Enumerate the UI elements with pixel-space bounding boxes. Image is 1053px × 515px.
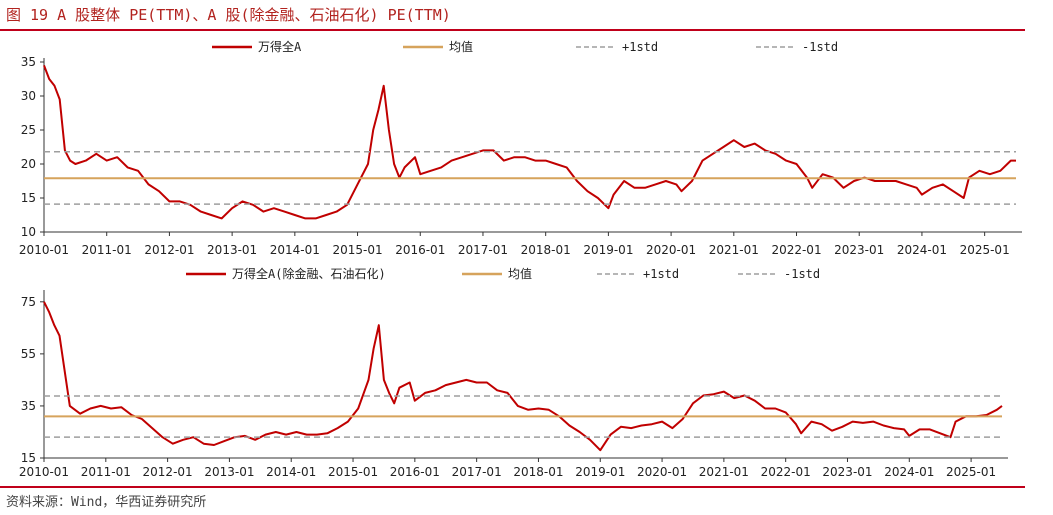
y-tick-label: 15	[21, 191, 36, 205]
y-tick-label: 35	[21, 55, 36, 69]
x-tick-label: 2019-01	[583, 243, 633, 257]
legend-item: -1std	[756, 40, 838, 54]
chart-wind-all-a-pe: 10 15 20 25 30 35 2010-01 2011-01 2012-01 2013-01…	[19, 39, 1022, 257]
x-tick-label: 2024-01	[884, 465, 934, 479]
x-tick-label: 2015-01	[328, 465, 378, 479]
x-tick-label: 2013-01	[204, 465, 254, 479]
figure-title: 图 19 A 股整体 PE(TTM)、A 股(除金融、石油石化) PE(TTM)	[6, 6, 451, 24]
x-tick-label: 2014-01	[270, 243, 320, 257]
top-rule	[0, 29, 1025, 31]
y-tick-label: 15	[21, 451, 36, 465]
legend-label: 万得全A(除金融、石油石化)	[232, 266, 386, 281]
y-tick-label: 30	[21, 89, 36, 103]
x-tick-label: 2013-01	[207, 243, 257, 257]
y-tick-label: 25	[21, 123, 36, 137]
legend-label: 万得全A	[258, 39, 302, 54]
x-tick-label: 2017-01	[452, 465, 502, 479]
series-line-main	[43, 65, 1016, 220]
x-tick-label: 2018-01	[521, 243, 571, 257]
legend-item: 万得全A	[212, 39, 302, 54]
legend-label: +1std	[622, 40, 658, 54]
x-tick-label: 2011-01	[81, 465, 131, 479]
chart-wind-all-a-ex-fin-pe: 15 35 55 75 2010-01 2011-01 2012-01 2013-01 2014…	[19, 266, 1008, 479]
legend-item: 均值	[462, 266, 532, 281]
series-line-main	[43, 301, 1003, 452]
x-tick-label: 2023-01	[834, 243, 884, 257]
legend-label: -1std	[802, 40, 838, 54]
x-tick-label: 2017-01	[458, 243, 508, 257]
legend-item: -1std	[738, 267, 820, 281]
x-tick-label: 2022-01	[761, 465, 811, 479]
x-tick-label: 2012-01	[144, 243, 194, 257]
x-tick-label: 2024-01	[897, 243, 947, 257]
axes: 10 15 20 25 30 35 2010-01 2011-01 2012-01 2013-01…	[19, 55, 1022, 257]
x-tick-label: 2015-01	[332, 243, 382, 257]
x-tick-label: 2012-01	[143, 465, 193, 479]
legend-label: +1std	[643, 267, 679, 281]
x-tick-label: 2018-01	[513, 465, 563, 479]
x-tick-label: 2023-01	[822, 465, 872, 479]
y-tick-label: 75	[21, 295, 36, 309]
x-tick-label: 2025-01	[960, 243, 1010, 257]
x-tick-label: 2021-01	[709, 243, 759, 257]
x-tick-label: 2019-01	[575, 465, 625, 479]
y-tick-label: 10	[21, 225, 36, 239]
axes: 15 35 55 75 2010-01 2011-01 2012-01 2013-01 2014…	[19, 290, 1008, 479]
x-tick-label: 2010-01	[19, 465, 69, 479]
x-tick-label: 2016-01	[390, 465, 440, 479]
x-tick-label: 2016-01	[395, 243, 445, 257]
x-tick-label: 2014-01	[266, 465, 316, 479]
x-tick-label: 2022-01	[771, 243, 821, 257]
legend-label: 均值	[508, 266, 532, 281]
legend-item: 万得全A(除金融、石油石化)	[186, 266, 386, 281]
x-tick-label: 2020-01	[646, 243, 696, 257]
y-tick-label: 35	[21, 399, 36, 413]
x-tick-label: 2025-01	[946, 465, 996, 479]
x-tick-label: 2021-01	[699, 465, 749, 479]
bottom-rule	[0, 486, 1025, 488]
legend-item: +1std	[576, 40, 658, 54]
y-tick-label: 20	[21, 157, 36, 171]
legend-label: -1std	[784, 267, 820, 281]
source-note: 资料来源：Wind，华西证券研究所	[6, 495, 207, 510]
legend-label: 均值	[449, 39, 473, 54]
x-tick-label: 2010-01	[19, 243, 69, 257]
legend-item: +1std	[597, 267, 679, 281]
y-tick-label: 55	[21, 347, 36, 361]
x-tick-label: 2011-01	[82, 243, 132, 257]
legend-item: 均值	[403, 39, 473, 54]
x-tick-label: 2020-01	[637, 465, 687, 479]
